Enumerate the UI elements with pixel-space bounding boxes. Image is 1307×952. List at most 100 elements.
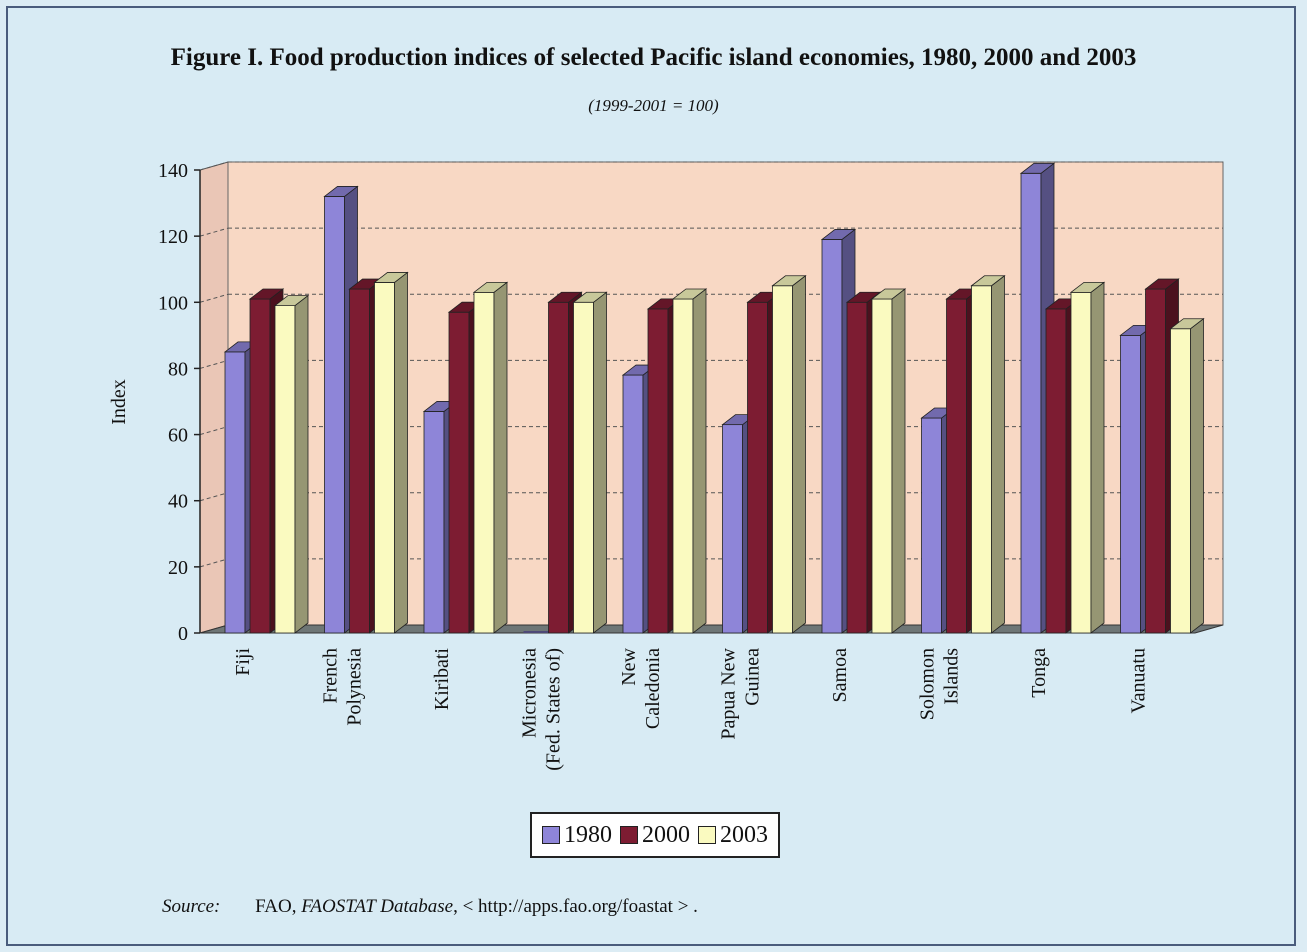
bar-2000 [1145, 288, 1166, 634]
x-tick-label: Papua New [717, 647, 739, 739]
y-tick-label: 60 [168, 425, 188, 447]
bar-top-1980 [820, 229, 857, 240]
y-tick-label: 40 [168, 491, 188, 513]
bar-1980 [423, 411, 445, 634]
bar-2003 [971, 285, 992, 634]
bar-side-2003 [1090, 281, 1105, 634]
x-tick-label: French [319, 648, 341, 704]
gridline-depth [199, 426, 229, 436]
x-tick-label: Kiribati [431, 648, 453, 711]
legend-item-1980: 1980 [542, 822, 612, 849]
bar-top-2003 [870, 288, 907, 300]
bar-top-2003 [273, 295, 310, 306]
bar-2000 [946, 298, 967, 634]
bar-side-2003 [1190, 317, 1204, 634]
bar-side-2003 [294, 294, 309, 634]
legend-label-1980: 1980 [564, 821, 612, 848]
bar-top-2003 [572, 291, 608, 303]
bar-2000 [747, 301, 768, 634]
gridline-depth [199, 227, 229, 237]
y-tick-label: 80 [168, 358, 188, 380]
bar-2000 [647, 308, 669, 634]
x-tick-label: Vanuatu [1127, 648, 1149, 714]
bar-top-2003 [1069, 281, 1106, 293]
legend-swatch-1980 [542, 826, 560, 844]
bar-top-1980 [323, 186, 359, 197]
legend-label-2003: 2003 [720, 821, 768, 848]
y-tick-label: 140 [158, 160, 188, 182]
bar-top-2003 [771, 275, 807, 287]
bar-1980 [622, 374, 644, 634]
x-tick-label: Guinea [741, 648, 763, 706]
bar-top-2003 [970, 275, 1006, 287]
legend-item-2003: 2003 [698, 822, 768, 849]
gridline-depth [199, 161, 229, 171]
bar-2000 [548, 301, 569, 634]
bar-1980 [722, 424, 743, 634]
y-tick-label: 120 [158, 226, 188, 248]
chart-title: Figure I. Food production indices of sel… [170, 44, 1137, 71]
legend-item-2000: 2000 [620, 822, 690, 849]
x-tick-label: Polynesia [343, 648, 365, 726]
bar-top-2003 [373, 272, 409, 283]
source-org: FAO, [255, 896, 297, 917]
bar-side-2003 [792, 274, 806, 634]
x-tick-label: Solomon [916, 648, 938, 720]
bar-side-2003 [493, 281, 508, 634]
chart-subtitle: (1999-2001 = 100) [588, 96, 719, 115]
bar-2003 [374, 282, 395, 634]
bar-1980 [1120, 334, 1141, 634]
x-tick-label: Micronesia [518, 648, 540, 738]
bar-side-2003 [394, 271, 408, 634]
x-tick-label: Samoa [829, 648, 851, 703]
gridline-depth [199, 558, 229, 568]
y-tick-label: 20 [168, 557, 188, 579]
bar-2003 [1170, 328, 1191, 634]
bar-1980 [1020, 172, 1042, 634]
x-tick-label: Caledonia [642, 648, 664, 729]
source-database: FAOSTAT Database [301, 896, 454, 917]
chart-legend: 1980 2000 2003 [530, 812, 780, 858]
y-tick-label: 100 [158, 292, 188, 314]
bar-2003 [672, 298, 694, 634]
y-axis-label: Index [108, 379, 130, 425]
gridline-depth [199, 492, 229, 502]
x-tick-label: Islands [940, 648, 962, 705]
bar-1980 [224, 351, 246, 634]
bar-2000 [249, 298, 271, 634]
x-tick-label: Tonga [1028, 648, 1050, 698]
bar-1980 [921, 417, 942, 634]
legend-label-2000: 2000 [642, 821, 690, 848]
source-label: Source: [162, 896, 221, 917]
bar-top-2000 [845, 291, 882, 303]
x-tick-label: Fiji [232, 648, 254, 676]
y-tick-label: 0 [178, 623, 188, 645]
gridline-depth [199, 293, 229, 303]
bar-top-2003 [1169, 318, 1205, 330]
bar-top-2003 [472, 281, 509, 293]
bar-top-2000 [547, 291, 583, 303]
x-tick-label: New [618, 647, 640, 685]
bar-2000 [349, 288, 370, 634]
bar-2000 [1045, 308, 1067, 634]
bar-2000 [448, 311, 470, 634]
bar-1980 [523, 631, 557, 633]
x-tick-label: (Fed. States of) [542, 648, 564, 771]
bar-2003 [772, 285, 793, 634]
bar-side-2003 [891, 288, 906, 634]
bar-2003 [1070, 291, 1092, 634]
bar-2000 [846, 301, 868, 634]
legend-swatch-2000 [620, 826, 638, 844]
bar-2003 [274, 305, 296, 634]
bar-top-2000 [1144, 278, 1180, 290]
bar-2003 [473, 291, 495, 634]
bar-top-1980 [1019, 162, 1056, 174]
bar-2003 [573, 301, 594, 634]
source-note: Source: FAO, FAOSTAT Database, < http://… [162, 896, 698, 918]
legend-swatch-2003 [698, 826, 716, 844]
bar-side-2003 [991, 274, 1005, 634]
bar-top-2000 [248, 288, 285, 300]
bar-side-2003 [692, 288, 707, 634]
bar-1980 [821, 239, 843, 634]
